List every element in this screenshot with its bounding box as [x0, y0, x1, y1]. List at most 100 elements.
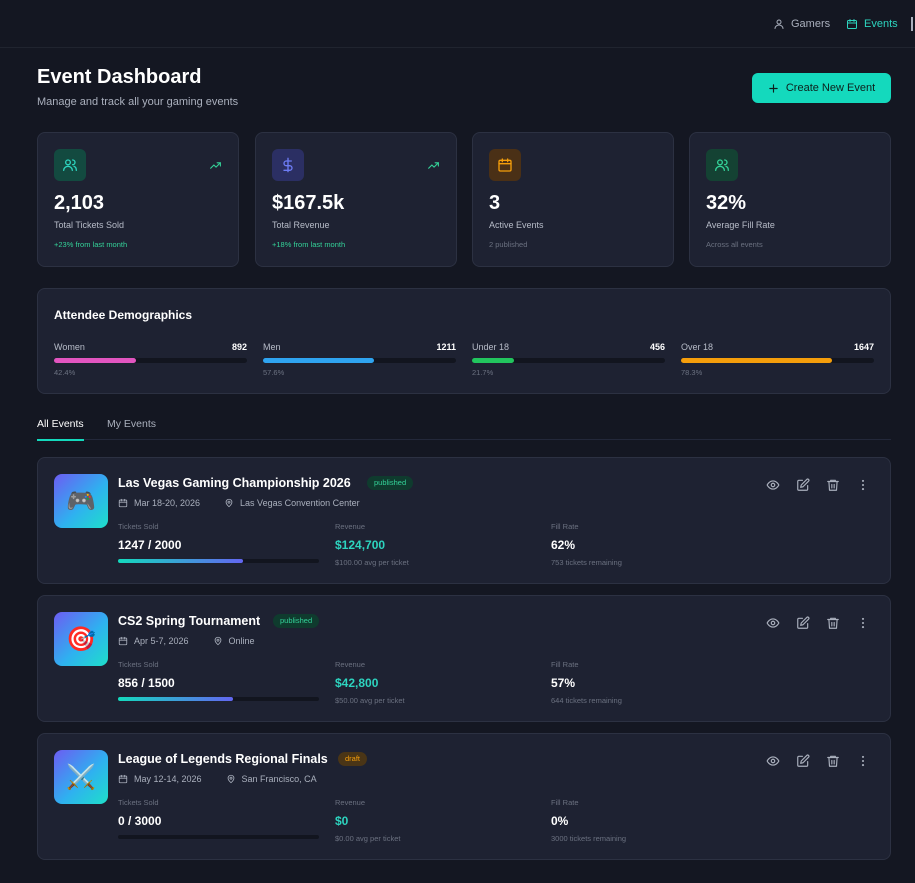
nav-item-gamers[interactable]: Gamers [773, 16, 830, 32]
demographic-bar-fill [54, 358, 136, 363]
calendar-icon [846, 18, 858, 30]
more-vertical-icon[interactable] [856, 478, 870, 492]
calendar-icon [118, 498, 128, 508]
demographic-over-18: Over 18 1647 78.3% [681, 342, 874, 382]
edit-icon[interactable] [796, 754, 810, 768]
users-icon [54, 149, 86, 181]
tickets-label: Tickets Sold [118, 798, 159, 807]
tickets-remaining: 644 tickets remaining [551, 696, 622, 705]
tickets-value: 1247 / 2000 [118, 538, 182, 552]
eye-icon[interactable] [766, 754, 780, 768]
stat-card-tickets: 2,103 Total Tickets Sold +23% from last … [37, 132, 239, 267]
demographic-bar [472, 358, 665, 363]
tab-my-events[interactable]: My Events [107, 418, 157, 430]
demographic-bar [681, 358, 874, 363]
more-vertical-icon[interactable] [856, 616, 870, 630]
nav-label-gamers: Gamers [791, 18, 831, 30]
edit-icon[interactable] [796, 616, 810, 630]
stat-label: Average Fill Rate [706, 220, 775, 230]
map-pin-icon [213, 636, 223, 646]
revenue-label: Revenue [335, 798, 366, 807]
demographics-title: Attendee Demographics [54, 308, 193, 322]
tickets-column: Tickets Sold 856 / 1500 [118, 660, 175, 690]
event-name[interactable]: CS2 Spring Tournament [118, 614, 261, 628]
tab-all-events[interactable]: All Events [37, 418, 84, 441]
demographic-label: Women [54, 342, 85, 352]
avg-per-ticket: $0.00 avg per ticket [335, 834, 401, 843]
fill-rate-value: 57% [551, 676, 576, 690]
demographic-bar-fill [472, 358, 514, 363]
event-location: San Francisco, CA [241, 774, 317, 784]
stat-label: Total Revenue [272, 220, 330, 230]
tickets-column: Tickets Sold 1247 / 2000 [118, 522, 181, 552]
status-badge: published [367, 476, 414, 490]
event-date: Apr 5-7, 2026 [134, 636, 189, 646]
demographic-label: Men [263, 342, 281, 352]
trash-icon[interactable] [826, 478, 840, 492]
demographic-count: 1647 [853, 342, 874, 352]
nav-item-events[interactable]: Events [846, 16, 898, 32]
event-thumbnail: ⚔️ [54, 750, 108, 804]
event-actions [766, 754, 870, 768]
fill-rate-value: 62% [551, 538, 576, 552]
tickets-label: Tickets Sold [118, 522, 159, 531]
revenue-value: $0 [335, 814, 349, 828]
dollar-icon [272, 149, 304, 181]
fill-rate-column: Fill Rate 57% 644 tickets remaining [551, 660, 622, 705]
stat-label: Total Tickets Sold [54, 220, 125, 230]
fill-rate-label: Fill Rate [551, 660, 579, 669]
demographic-bar-fill [681, 358, 833, 363]
eye-icon[interactable] [766, 478, 780, 492]
event-location: Las Vegas Convention Center [240, 498, 360, 508]
event-actions [766, 478, 870, 492]
event-name[interactable]: League of Legends Regional Finals [118, 752, 328, 766]
event-date: May 12-14, 2026 [134, 774, 202, 784]
users-icon [706, 149, 738, 181]
demographic-bar-fill [263, 358, 375, 363]
nav-overflow-divider [911, 17, 913, 31]
revenue-column: Revenue $0 $0.00 avg per ticket [335, 798, 400, 843]
map-pin-icon [224, 498, 234, 508]
stat-note: 2 published [489, 240, 528, 249]
fill-rate-column: Fill Rate 62% 753 tickets remaining [551, 522, 622, 567]
event-location: Online [228, 636, 255, 646]
page-title: Event Dashboard [37, 66, 202, 88]
more-vertical-icon[interactable] [856, 754, 870, 768]
stat-label: Active Events [489, 220, 544, 230]
event-actions [766, 616, 870, 630]
demographic-count: 1211 [436, 342, 456, 352]
stat-card-fill-rate: 32% Average Fill Rate Across all events [689, 132, 891, 267]
avg-per-ticket: $50.00 avg per ticket [335, 696, 405, 705]
fill-rate-column: Fill Rate 0% 3000 tickets remaining [551, 798, 626, 843]
event-thumbnail: 🎮 [54, 474, 108, 528]
tickets-remaining: 753 tickets remaining [551, 558, 622, 567]
demographic-count: 892 [231, 342, 247, 352]
ticket-progress-bar [118, 559, 319, 563]
stat-value: 2,103 [54, 192, 105, 214]
tickets-value: 856 / 1500 [118, 676, 175, 690]
stat-note: +18% from last month [272, 240, 346, 249]
stat-note: Across all events [706, 240, 763, 249]
create-event-button[interactable]: Create New Event [752, 73, 891, 103]
event-tabs: All Events My Events [37, 418, 891, 441]
fill-rate-label: Fill Rate [551, 798, 579, 807]
event-thumbnail: 🎯 [54, 612, 108, 666]
map-pin-icon [226, 774, 236, 784]
status-badge: draft [338, 752, 368, 766]
event-meta: Apr 5-7, 2026 Online [118, 636, 255, 646]
event-name[interactable]: Las Vegas Gaming Championship 2026 [118, 476, 351, 490]
revenue-column: Revenue $124,700 $100.00 avg per ticket [335, 522, 409, 567]
demographic-label: Under 18 [472, 342, 510, 352]
trash-icon[interactable] [826, 616, 840, 630]
demographic-count: 456 [649, 342, 665, 352]
demographic-percent: 21.7% [472, 368, 494, 377]
demographic-percent: 42.4% [54, 368, 76, 377]
trash-icon[interactable] [826, 754, 840, 768]
ticket-progress-fill [118, 559, 244, 563]
tickets-remaining: 3000 tickets remaining [551, 834, 627, 843]
plus-icon [768, 83, 779, 94]
demographics-card: Attendee Demographics Women 892 42.4% Me… [37, 288, 891, 394]
edit-icon[interactable] [796, 478, 810, 492]
status-badge: published [273, 614, 320, 628]
eye-icon[interactable] [766, 616, 780, 630]
